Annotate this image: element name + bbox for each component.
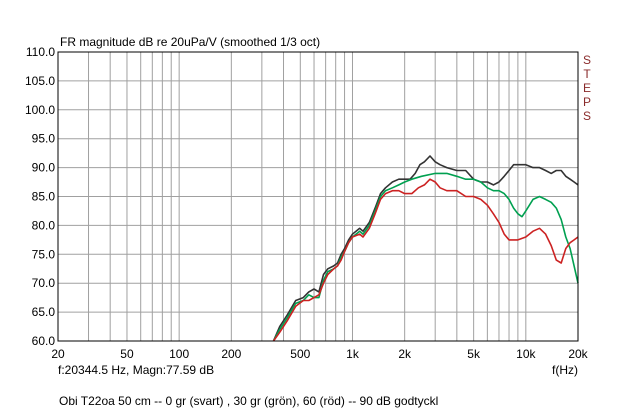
- y-tick-label: 105.0: [25, 74, 55, 88]
- series-line-3: [272, 178, 579, 342]
- x-tick-label: 200: [221, 347, 241, 361]
- steps-letter: T: [583, 67, 591, 81]
- plot-frame: [57, 51, 579, 342]
- x-tick-label: 20: [51, 347, 65, 361]
- y-tick-label: 85.0: [32, 190, 56, 204]
- steps-letter: P: [583, 95, 591, 109]
- x-tick-label: 20k: [568, 347, 588, 361]
- steps-letter: E: [583, 81, 591, 95]
- y-tick-label: 65.0: [32, 305, 56, 319]
- x-tick-label: 1k: [346, 347, 360, 361]
- x-tick-label: 100: [169, 347, 189, 361]
- x-axis-label: f(Hz): [552, 363, 578, 377]
- steps-letter: S: [583, 53, 591, 67]
- cursor-readout: f:20344.5 Hz, Magn:77.59 dB: [58, 363, 214, 377]
- y-tick-label: 110.0: [26, 45, 55, 59]
- y-tick-label: 60.0: [32, 334, 56, 348]
- x-tick-label: 500: [290, 347, 310, 361]
- y-tick-label: 70.0: [32, 276, 56, 290]
- series-lines: [272, 155, 579, 342]
- grid-lines: [58, 52, 578, 341]
- x-tick-labels: 20 50 100 200 500 1k 2k 5k 10k 20k: [51, 347, 588, 361]
- x-tick-label: 10k: [516, 347, 536, 361]
- y-tick-labels: 60.0 65.0 70.0 75.0 80.0 85.0 90.0 95.0 100.0 105…: [25, 45, 55, 348]
- chart-title: FR magnitude dB re 20uPa/V (smoothed 1/3…: [60, 35, 320, 49]
- steps-letter: S: [583, 109, 591, 123]
- x-tick-label: 50: [120, 347, 134, 361]
- chart-caption: Obi T22oa 50 cm -- 0 gr (svart) , 30 gr …: [59, 394, 438, 408]
- y-tick-label: 100.0: [25, 103, 55, 117]
- y-tick-label: 95.0: [32, 132, 56, 146]
- series-line-1: [272, 155, 579, 342]
- x-tick-label: 5k: [467, 347, 481, 361]
- y-tick-label: 80.0: [32, 218, 56, 232]
- x-tick-label: 2k: [398, 347, 412, 361]
- series-line-2: [272, 172, 579, 342]
- y-tick-label: 90.0: [32, 161, 56, 175]
- y-tick-label: 75.0: [32, 247, 56, 261]
